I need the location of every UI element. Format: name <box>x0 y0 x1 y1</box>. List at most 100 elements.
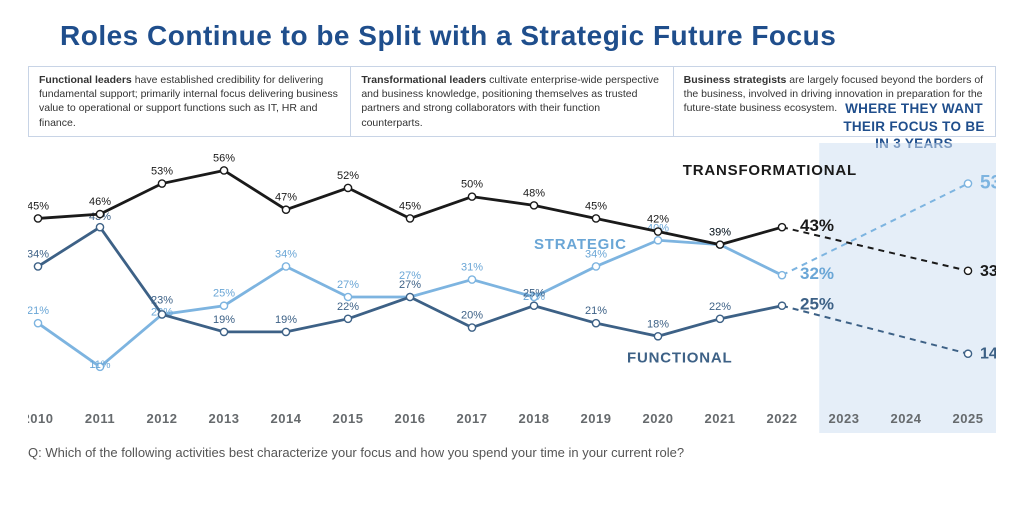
series-future-label-transformational: 33% <box>980 263 996 280</box>
series-point-transformational <box>468 193 475 200</box>
x-axis-year: 2013 <box>209 411 240 426</box>
series-end-label-functional: 25% <box>800 294 834 313</box>
series-name-strategic: STRATEGIC <box>534 236 627 253</box>
series-point-transformational <box>654 228 661 235</box>
series-point-functional <box>654 332 661 339</box>
series-point-strategic <box>778 271 785 278</box>
series-future-point-strategic <box>964 180 971 187</box>
footer-question: Q: Which of the following activities bes… <box>28 445 1024 460</box>
series-point-transformational <box>778 223 785 230</box>
series-point-functional <box>220 328 227 335</box>
x-axis-year: 2020 <box>643 411 674 426</box>
series-point-functional <box>716 315 723 322</box>
series-value-label: 48% <box>523 187 545 199</box>
series-value-label: 56% <box>213 152 235 164</box>
x-axis-year: 2012 <box>147 411 178 426</box>
series-point-strategic <box>654 236 661 243</box>
desc-transformational-bold: Transformational leaders <box>361 74 486 86</box>
series-point-transformational <box>530 201 537 208</box>
series-point-strategic <box>592 263 599 270</box>
series-value-label: 18% <box>647 318 669 330</box>
series-value-label: 27% <box>337 279 359 291</box>
series-point-strategic <box>220 302 227 309</box>
x-axis-year: 2019 <box>581 411 612 426</box>
series-point-transformational <box>592 215 599 222</box>
x-axis-year: 2023 <box>829 411 860 426</box>
series-point-functional <box>34 263 41 270</box>
series-point-functional <box>344 315 351 322</box>
series-point-functional <box>406 293 413 300</box>
series-future-label-functional: 14% <box>980 345 996 362</box>
series-point-functional <box>592 319 599 326</box>
roles-line-chart: 2010 2011 2012 2013 2014 2015 2016 2017 2018 2019… <box>28 143 996 433</box>
x-axis-year: 2021 <box>705 411 736 426</box>
series-value-label: 45% <box>585 200 607 212</box>
series-value-label: 45% <box>28 200 49 212</box>
x-axis-year: 2014 <box>271 411 302 426</box>
series-point-functional <box>468 324 475 331</box>
series-point-functional <box>96 223 103 230</box>
series-value-label: 34% <box>275 248 297 260</box>
series-point-strategic <box>344 293 351 300</box>
series-point-strategic <box>34 319 41 326</box>
series-point-transformational <box>406 215 413 222</box>
series-point-functional <box>282 328 289 335</box>
x-axis-year: 2015 <box>333 411 364 426</box>
series-value-label: 25% <box>523 287 545 299</box>
series-end-label-strategic: 32% <box>800 264 834 283</box>
series-value-label: 21% <box>585 305 607 317</box>
series-value-label: 19% <box>275 314 297 326</box>
series-value-label: 46% <box>89 196 111 208</box>
series-point-transformational <box>716 241 723 248</box>
page-title: Roles Continue to be Split with a Strate… <box>0 0 1024 66</box>
series-point-functional <box>530 302 537 309</box>
series-point-strategic <box>282 263 289 270</box>
x-axis-year: 2024 <box>891 411 922 426</box>
series-future-point-transformational <box>964 267 971 274</box>
x-axis-year: 2016 <box>395 411 426 426</box>
x-axis-year: 2010 <box>28 411 53 426</box>
series-value-label: 53% <box>151 165 173 177</box>
series-value-label: 11% <box>89 359 110 371</box>
series-value-label: 45% <box>399 200 421 212</box>
series-value-label: 31% <box>461 261 483 273</box>
series-point-functional <box>778 302 785 309</box>
series-point-strategic <box>468 276 475 283</box>
series-point-transformational <box>344 184 351 191</box>
series-name-functional: FUNCTIONAL <box>627 349 733 366</box>
series-value-label: 42% <box>647 213 669 225</box>
series-value-label: 22% <box>337 301 359 313</box>
series-line-strategic <box>38 240 782 367</box>
series-value-label: 25% <box>213 287 235 299</box>
desc-functional-bold: Functional leaders <box>39 74 132 86</box>
x-axis-year: 2022 <box>767 411 798 426</box>
series-value-label: 21% <box>28 305 49 317</box>
series-value-label: 23% <box>151 294 173 306</box>
series-value-label: 34% <box>28 248 49 260</box>
series-value-label: 20% <box>461 309 483 321</box>
series-value-label: 47% <box>275 191 297 203</box>
series-value-label: 19% <box>213 314 235 326</box>
series-future-point-functional <box>964 350 971 357</box>
series-future-label-strategic: 53% <box>980 172 996 193</box>
series-value-label: 27% <box>399 279 421 291</box>
desc-strategic-bold: Business strategists <box>684 74 787 86</box>
x-axis-year: 2018 <box>519 411 550 426</box>
x-axis-year: 2017 <box>457 411 488 426</box>
series-point-transformational <box>158 180 165 187</box>
series-point-transformational <box>220 167 227 174</box>
series-point-transformational <box>34 215 41 222</box>
series-point-functional <box>158 311 165 318</box>
x-axis-year: 2025 <box>953 411 984 426</box>
desc-transformational: Transformational leaders cultivate enter… <box>351 67 673 136</box>
desc-functional: Functional leaders have established cred… <box>29 67 351 136</box>
series-name-transformational: TRANSFORMATIONAL <box>683 162 857 179</box>
series-point-transformational <box>96 210 103 217</box>
series-value-label: 52% <box>337 170 359 182</box>
series-value-label: 22% <box>709 301 731 313</box>
series-point-transformational <box>282 206 289 213</box>
x-axis-year: 2011 <box>85 411 115 426</box>
series-value-label: 50% <box>461 178 483 190</box>
series-end-label-transformational: 43% <box>800 216 834 235</box>
series-value-label: 39% <box>709 226 731 238</box>
